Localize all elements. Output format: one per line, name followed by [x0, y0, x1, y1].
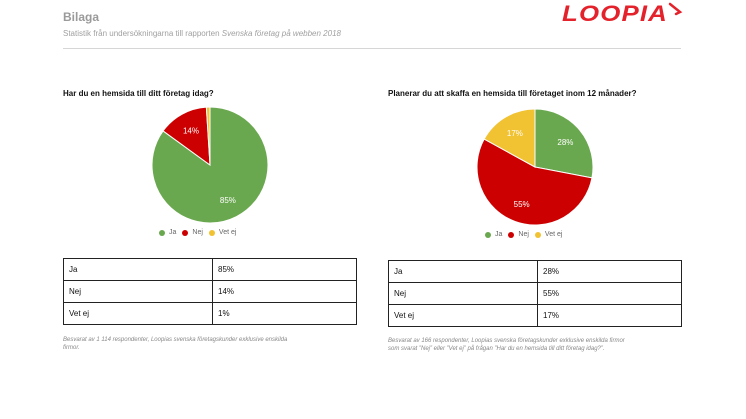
chart-1-question: Har du en hemsida till ditt företag idag…	[63, 89, 214, 98]
table-cell-value: 1%	[212, 302, 357, 325]
table-row: Vet ej 17%	[388, 304, 682, 327]
legend-dot-ja	[159, 229, 165, 236]
note-line: Besvarat av 166 respondenter, Loopias sv…	[388, 338, 625, 344]
chart-1-note: Besvarat av 1 114 respondenter, Loopias …	[63, 336, 287, 352]
pie-slice-vet-ej	[205, 106, 211, 166]
pie-slice-vet-ej	[483, 108, 536, 168]
legend-dot-nej	[508, 231, 515, 238]
pie-slice-ja	[534, 108, 594, 179]
table-cell-label: Nej	[388, 282, 538, 305]
table-cell-value: 85%	[212, 258, 357, 281]
legend-dot-ja	[485, 231, 491, 238]
table-cell-label: Vet ej	[63, 302, 213, 325]
pie-label-nej: 14%	[183, 126, 199, 135]
loopia-logo: LOOPIA	[562, 1, 683, 24]
legend-label-nej: Nej	[518, 231, 529, 238]
chart-2-note: Besvarat av 166 respondenter, Loopias sv…	[388, 337, 625, 353]
subtitle-text: Statistik från undersökningarna till rap…	[63, 29, 222, 38]
table-cell-value: 14%	[212, 280, 357, 303]
pie-label-ja: 85%	[220, 196, 236, 205]
table-row: Ja 85%	[63, 258, 357, 281]
chart-2-table: Ja 28% Nej 55% Vet ej 17%	[388, 260, 682, 327]
table-cell-label: Ja	[388, 260, 538, 283]
table-cell-value: 17%	[537, 304, 682, 327]
page-subtitle: Statistik från undersökningarna till rap…	[63, 29, 341, 38]
legend-item-nej: Nej	[508, 231, 529, 238]
pie-slice-nej	[476, 138, 593, 226]
subtitle-report-name: Svenska företag på webben 2018	[221, 29, 341, 38]
note-line: firmor.	[63, 345, 80, 351]
legend-label-vet-ej: Vet ej	[544, 231, 563, 238]
table-row: Nej 55%	[388, 282, 682, 305]
note-line: som svarat ”Nej” eller ”Vet ej” på fråga…	[388, 346, 605, 352]
table-cell-label: Nej	[63, 280, 213, 303]
chart-2-question: Planerar du att skaffa en hemsida till f…	[388, 89, 637, 98]
legend-item-nej: Nej	[182, 229, 203, 236]
table-row: Ja 28%	[388, 260, 682, 283]
legend-item-vet-ej: Vet ej	[534, 231, 563, 238]
table-row: Vet ej 1%	[63, 302, 357, 325]
legend-item-vet-ej: Vet ej	[208, 229, 237, 236]
chart-2-legend: Ja Nej Vet ej	[485, 231, 562, 238]
pie-slice-nej	[162, 106, 211, 167]
page-title: Bilaga	[63, 10, 100, 24]
legend-label-ja: Ja	[495, 231, 503, 238]
legend-dot-nej	[182, 229, 189, 236]
chart-2-pie: 28% 55% 17%	[476, 108, 594, 226]
table-cell-label: Ja	[63, 258, 213, 281]
header-divider	[63, 48, 681, 49]
legend-dot-vet-ej	[534, 231, 541, 238]
legend-label-ja: Ja	[169, 229, 177, 236]
legend-label-vet-ej: Vet ej	[218, 229, 237, 236]
logo-text: LOOPIA	[562, 1, 668, 24]
pie-label-ja: 28%	[557, 138, 573, 147]
pie-label-vet-ej: 17%	[507, 129, 523, 138]
legend-item-ja: Ja	[485, 231, 502, 238]
chart-1-table: Ja 85% Nej 14% Vet ej 1%	[63, 258, 357, 325]
note-line: Besvarat av 1 114 respondenter, Loopias …	[63, 337, 288, 343]
table-cell-value: 55%	[537, 282, 682, 305]
table-row: Nej 14%	[63, 280, 357, 303]
table-cell-value: 28%	[537, 260, 682, 283]
chart-1-pie: 85% 14%	[151, 106, 269, 224]
legend-dot-vet-ej	[208, 229, 215, 236]
chart-1-legend: Ja Nej Vet ej	[159, 229, 236, 236]
pie-label-nej: 55%	[514, 200, 530, 209]
table-cell-label: Vet ej	[388, 304, 538, 327]
legend-item-ja: Ja	[159, 229, 176, 236]
legend-label-nej: Nej	[192, 229, 203, 236]
